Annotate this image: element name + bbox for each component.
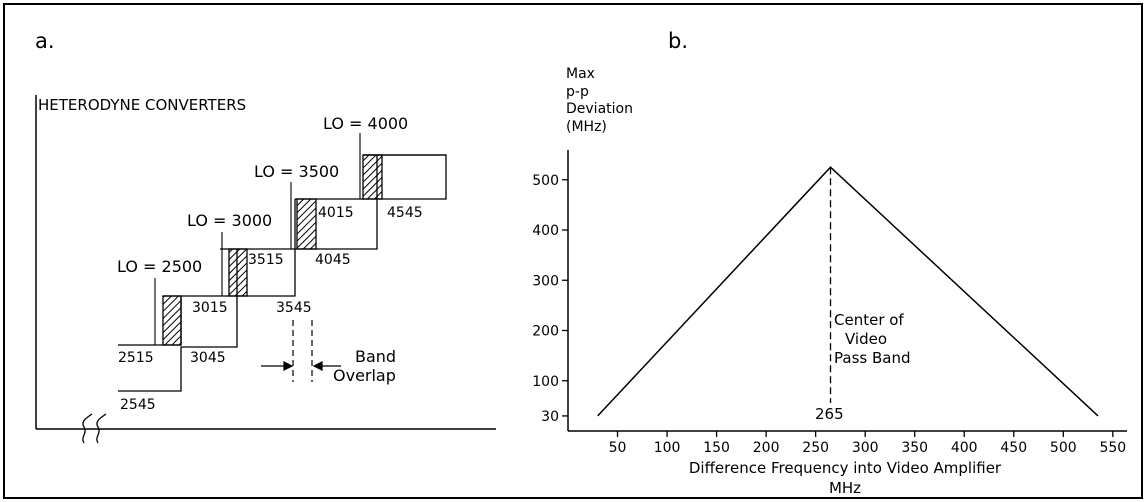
lo-4000-hatch [362,154,383,200]
center-label-line-3: Pass Band [834,349,910,367]
freq-label-3015: 3015 [192,300,228,316]
deviation-series-line [597,166,1099,417]
center-value-label: 265 [815,405,844,423]
outer-frame [3,3,1143,499]
y-tick-label: 30 [541,409,559,425]
y-label-line-2: p-p [566,84,589,100]
lo-3500-label: LO = 3500 [254,162,339,181]
panel-b-label: b. [668,29,688,53]
panel-a-label: a. [35,29,55,53]
band-label: Band [355,347,396,366]
y-ticks: 30 100 200 300 400 500 [532,173,568,425]
lo-leader-lines [154,133,361,345]
x-tick-label: 400 [951,440,978,456]
x-tick-label: 350 [901,440,928,456]
x-tick-label: 200 [753,440,780,456]
freq-label-2515: 2515 [118,350,154,366]
overlap-label: Overlap [333,366,396,385]
panel-b: b. Max p-p Deviation (MHz) 30 100 200 300 40… [532,29,1127,497]
freq-label-4545: 4545 [387,205,423,221]
x-tick-label: 150 [703,440,730,456]
x-tick-label: 550 [1099,440,1126,456]
x-tick-label: 300 [852,440,879,456]
axis-break-symbol [82,413,107,444]
freq-label-2545: 2545 [120,397,156,413]
y-tick-label: 500 [532,173,559,189]
y-tick-label: 200 [532,324,559,340]
x-ticks: 50 100 150 200 250 300 350 400 450 500 550 [609,431,1126,456]
lo-3000-label: LO = 3000 [187,211,272,230]
lo-4000-label: LO = 4000 [323,114,408,133]
y-label-line-3: Deviation [566,101,633,117]
lo-2500-label: LO = 2500 [117,257,202,276]
freq-label-3045: 3045 [190,350,226,366]
lo-2500-hatch [162,295,182,346]
y-tick-label: 100 [532,374,559,390]
lo-3000-hatch [228,248,248,297]
y-label-line-1: Max [566,66,595,82]
x-tick-label: 100 [654,440,681,456]
x-axis-label: Difference Frequency into Video Amplifie… [689,459,1002,477]
center-label-line-2: Video [845,330,887,348]
y-tick-label: 300 [532,273,559,289]
freq-label-3515: 3515 [248,252,284,268]
panel-a: a. HETERODYNE CONVERTERS [35,29,496,444]
freq-label-4045: 4045 [315,252,351,268]
y-tick-label: 400 [532,223,559,239]
freq-label-4015: 4015 [318,205,354,221]
lo-3500-hatch [296,198,317,250]
x-tick-label: 500 [1050,440,1077,456]
x-tick-label: 450 [1000,440,1027,456]
x-tick-label: 250 [802,440,829,456]
center-label-line-1: Center of [834,311,904,329]
band-overlap-markers [261,320,341,382]
x-axis-unit: MHz [829,479,861,497]
freq-label-3545: 3545 [276,300,312,316]
panel-a-title: HETERODYNE CONVERTERS [38,96,246,114]
y-label-line-4: (MHz) [566,119,607,135]
x-tick-label: 50 [609,440,627,456]
